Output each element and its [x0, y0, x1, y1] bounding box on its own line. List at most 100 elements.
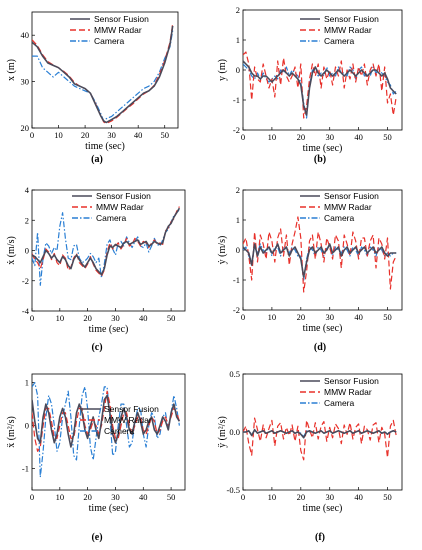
y-axis-label: ẋ (m/s) [6, 236, 17, 265]
y-axis-label: x (m) [6, 59, 17, 81]
chart-panel-2: 0 10 20 30 40 50 -2 -1 0 1 2 time (sec) y (m) Sensor … [217, 5, 403, 165]
y-tick-label: 0.0 [229, 427, 240, 437]
legend-entry: Sensor Fusion [104, 404, 159, 414]
x-tick-label: 50 [383, 132, 392, 142]
panel-label: (b) [314, 154, 326, 165]
y-axis-label: ẍ (m²/s) [6, 416, 17, 448]
chart-panel-6: 0 10 20 30 40 50 -0.5 0.0 0.5 time (sec) ÿ (m²/s) S… [217, 369, 403, 543]
series-group [32, 382, 181, 478]
panel-label: (d) [314, 342, 326, 353]
x-tick-label: 40 [134, 130, 143, 140]
x-axis-label: time (sec) [303, 503, 343, 514]
x-tick-label: 10 [56, 492, 65, 502]
series-line-sensor-fusion [243, 428, 397, 439]
x-axis-label: time (sec) [85, 141, 125, 152]
x-axis-label: time (sec) [89, 503, 129, 514]
panel-label: (e) [91, 532, 102, 543]
legend-entry: Camera [324, 36, 355, 46]
series-line-camera [32, 209, 180, 286]
series-group [243, 216, 397, 293]
series-group [243, 417, 397, 461]
y-axis-label: y (m) [217, 59, 228, 81]
y-tick-label: 2 [25, 215, 29, 225]
legend-entry: Sensor Fusion [324, 376, 379, 386]
x-tick-label: 30 [325, 492, 334, 502]
x-tick-label: 0 [30, 130, 34, 140]
panel-label: (c) [91, 342, 102, 353]
legend-entry: Camera [96, 213, 127, 223]
y-tick-label: 0 [25, 246, 29, 256]
series-line-sensor-fusion [32, 25, 174, 124]
x-tick-label: 40 [139, 313, 148, 323]
chart-panel-4: 0 10 20 30 40 50 -2 -1 0 1 2 time (sec) ẏ (m/s) Senso… [217, 185, 403, 353]
legend-entry: Camera [104, 426, 135, 436]
y-tick-label: 2 [236, 185, 240, 195]
x-tick-label: 20 [297, 312, 306, 322]
x-tick-label: 10 [54, 130, 63, 140]
y-tick-label: 0.5 [229, 369, 240, 379]
y-tick-label: -1 [22, 464, 29, 474]
x-tick-label: 30 [111, 313, 120, 323]
series-line-camera [32, 382, 180, 478]
y-tick-label: 0 [236, 245, 240, 255]
x-tick-label: 40 [139, 492, 148, 502]
y-tick-label: 1 [25, 378, 29, 388]
legend-entry: Sensor Fusion [324, 14, 379, 24]
y-axis-label: ÿ (m²/s) [217, 416, 228, 448]
x-tick-label: 20 [297, 492, 306, 502]
series-line-mmw-radar [243, 417, 397, 461]
x-tick-label: 30 [325, 312, 334, 322]
y-tick-label: -1 [233, 95, 240, 105]
y-tick-label: -2 [233, 305, 240, 315]
x-tick-label: 10 [268, 492, 277, 502]
y-tick-label: 0 [236, 65, 240, 75]
series-group [32, 23, 174, 125]
x-tick-label: 30 [107, 130, 116, 140]
x-tick-label: 40 [354, 312, 363, 322]
x-tick-label: 30 [325, 132, 334, 142]
y-tick-label: 1 [236, 215, 240, 225]
series-line-sensor-fusion [32, 207, 181, 276]
x-tick-label: 20 [83, 313, 92, 323]
x-tick-label: 50 [167, 492, 176, 502]
y-tick-label: 2 [236, 5, 240, 15]
legend-entry: MMW Radar [324, 202, 372, 212]
x-tick-label: 30 [111, 492, 120, 502]
legend-entry: MMW Radar [324, 25, 372, 35]
x-tick-label: 10 [268, 132, 277, 142]
plot-frame [31, 373, 186, 491]
y-tick-label: -0.5 [227, 485, 240, 495]
y-tick-label: 0 [25, 421, 29, 431]
y-tick-label: 30 [21, 77, 30, 87]
legend-entry: Camera [324, 398, 355, 408]
legend-entry: MMW Radar [104, 415, 152, 425]
y-tick-label: -4 [22, 306, 30, 316]
legend-entry: Sensor Fusion [324, 191, 379, 201]
y-axis-label: ẏ (m/s) [217, 236, 228, 265]
x-tick-label: 0 [241, 312, 245, 322]
x-tick-label: 20 [83, 492, 92, 502]
y-tick-label: -1 [233, 275, 240, 285]
x-tick-label: 20 [81, 130, 90, 140]
plot-frame [31, 11, 179, 129]
chart-panel-3: 0 10 20 30 40 50 -4 -2 0 2 4 time (sec) ẋ (m/s) Senso… [6, 185, 186, 353]
legend-entry: MMW Radar [96, 202, 144, 212]
panel-label: (f) [315, 532, 325, 543]
y-tick-label: 4 [25, 185, 30, 195]
x-tick-label: 0 [241, 132, 245, 142]
x-tick-label: 50 [383, 492, 392, 502]
y-tick-label: -2 [233, 125, 240, 135]
series-line-sensor-fusion [243, 60, 397, 116]
legend-entry: MMW Radar [94, 25, 142, 35]
y-tick-label: -2 [22, 276, 29, 286]
series-line-sensor-fusion [32, 394, 181, 448]
plot-frame [242, 9, 403, 131]
legend-entry: MMW Radar [324, 387, 372, 397]
y-tick-label: 20 [21, 123, 30, 133]
series-line-mmw-radar [243, 216, 397, 293]
